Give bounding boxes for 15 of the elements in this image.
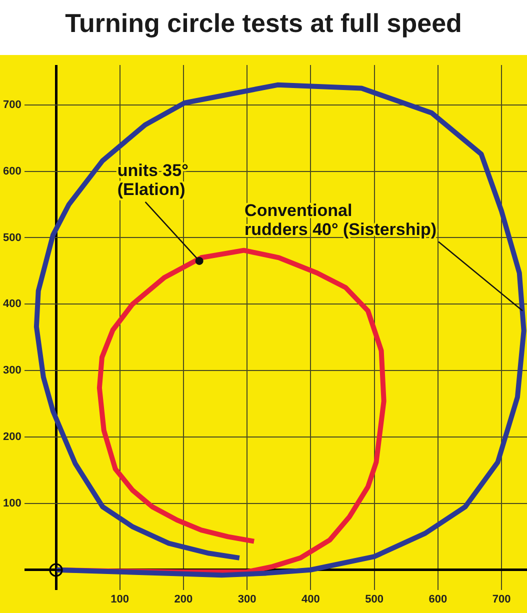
y-tick-label: 600 (2, 165, 22, 178)
x-tick-label: 100 (110, 593, 129, 606)
y-tick-label: 500 (2, 232, 22, 244)
y-tick-label: 300 (2, 364, 22, 377)
x-tick-label: 400 (301, 593, 320, 606)
x-tick-label: 500 (365, 593, 384, 606)
chart-title: Turning circle tests at full speed (0, 0, 527, 55)
y-tick-label: 700 (2, 98, 22, 111)
x-tick-label: 200 (174, 593, 193, 606)
y-tick-label: 100 (2, 497, 22, 510)
y-tick-label: 200 (2, 431, 22, 444)
x-tick-label: 600 (428, 593, 448, 606)
x-tick-label: 700 (492, 593, 511, 606)
x-tick-label: 300 (238, 593, 256, 606)
y-tick-label: 400 (2, 298, 22, 310)
